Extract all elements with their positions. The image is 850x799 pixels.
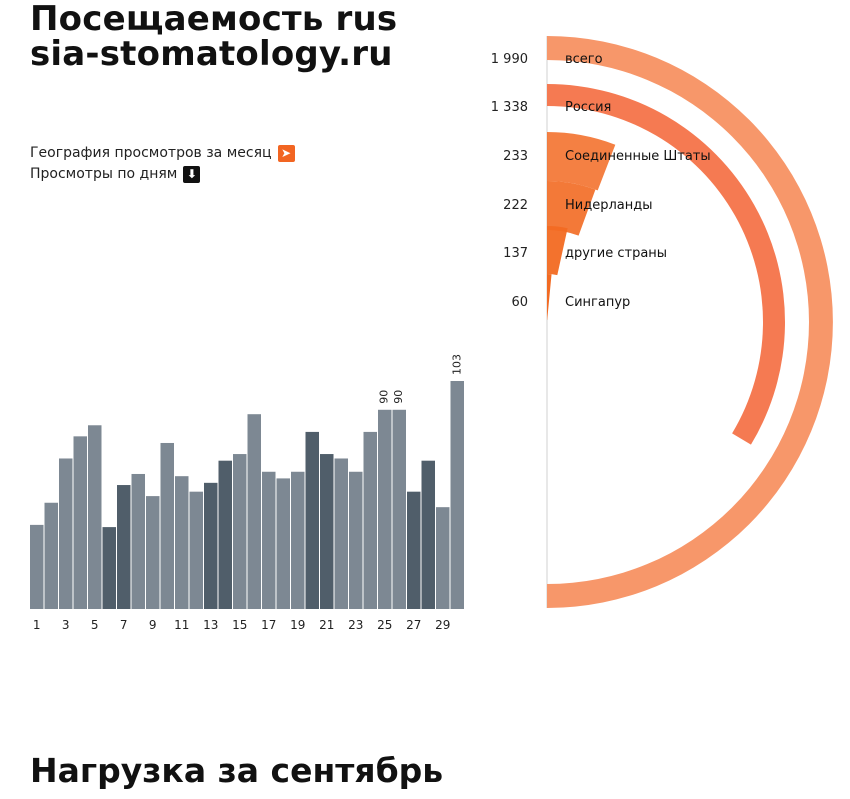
radial-category-label: Соединенные Штаты — [565, 149, 711, 164]
x-tick-label: 15 — [232, 618, 247, 632]
x-tick-label: 25 — [377, 618, 392, 632]
day-bar — [450, 381, 464, 609]
bar-data-label: 90 — [378, 390, 391, 404]
day-bar — [160, 442, 174, 609]
day-bar — [436, 507, 450, 609]
x-tick-label: 13 — [203, 618, 218, 632]
x-tick-label: 19 — [290, 618, 305, 632]
day-bar — [291, 471, 305, 609]
radial-value-label: 60 — [511, 295, 528, 310]
day-bar — [218, 460, 232, 609]
radial-sector — [547, 181, 596, 236]
section-title: Нагрузка за сентябрь — [30, 751, 444, 790]
day-bar — [146, 496, 160, 609]
radial-category-label: Сингапур — [565, 295, 630, 310]
day-bar — [349, 471, 363, 609]
radial-value-label: 233 — [503, 149, 528, 164]
radial-sector — [547, 36, 833, 608]
day-bar — [30, 524, 44, 609]
day-bar — [204, 482, 218, 609]
bar-data-label: 90 — [392, 390, 405, 404]
day-bar — [305, 431, 319, 609]
day-bar — [407, 491, 421, 609]
arrow-down-icon: ⬇ — [183, 165, 201, 183]
x-tick-label: 5 — [91, 618, 99, 632]
radial-value-label: 137 — [503, 246, 528, 261]
radial-category-label: Нидерланды — [565, 198, 653, 213]
day-bar — [392, 409, 406, 609]
day-bar — [102, 527, 116, 609]
bar-data-label: 103 — [450, 354, 463, 375]
radial-sector — [547, 226, 568, 276]
x-tick-label: 1 — [33, 618, 41, 632]
day-bar — [421, 460, 435, 609]
radial-sector — [547, 274, 552, 321]
day-bar — [131, 473, 145, 609]
day-bar — [88, 425, 102, 609]
radial-sector — [547, 132, 616, 191]
day-bar — [334, 458, 348, 609]
radial-category-label: другие страны — [565, 246, 667, 261]
radial-category-label: всего — [565, 52, 603, 67]
x-tick-label: 29 — [435, 618, 450, 632]
day-bar — [73, 436, 87, 609]
day-bar — [262, 471, 276, 609]
day-bar — [175, 476, 189, 609]
day-bar — [363, 431, 377, 609]
geo-views-link[interactable]: География просмотров за месяц ➤ — [30, 144, 295, 162]
x-tick-label: 3 — [62, 618, 70, 632]
radial-sector — [547, 84, 785, 445]
x-tick-label: 23 — [348, 618, 363, 632]
day-bar — [117, 485, 131, 609]
radial-category-label: Россия — [565, 100, 611, 115]
page-title: Посещаемость russia-stomatology.ru — [30, 0, 398, 74]
daily-views-link-label: Просмотры по дням — [30, 166, 178, 182]
day-bar — [189, 491, 203, 609]
day-bar — [320, 454, 334, 609]
radial-value-label: 1 990 — [491, 52, 528, 67]
radial-value-label: 1 338 — [491, 100, 528, 115]
daily-views-link[interactable]: Просмотры по дням ⬇ — [30, 165, 201, 183]
day-bar — [247, 414, 261, 609]
x-tick-label: 27 — [406, 618, 421, 632]
x-tick-label: 11 — [174, 618, 189, 632]
x-tick-label: 9 — [149, 618, 157, 632]
x-tick-label: 21 — [319, 618, 334, 632]
radial-value-label: 222 — [503, 198, 528, 213]
day-bar — [44, 502, 58, 609]
day-bar — [276, 478, 290, 609]
x-tick-label: 17 — [261, 618, 276, 632]
day-bar — [233, 454, 247, 609]
geo-views-link-label: География просмотров за месяц — [30, 145, 272, 161]
day-bar — [59, 458, 73, 609]
x-tick-label: 7 — [120, 618, 128, 632]
arrow-right-icon: ➤ — [277, 144, 295, 162]
day-bar — [378, 409, 392, 609]
